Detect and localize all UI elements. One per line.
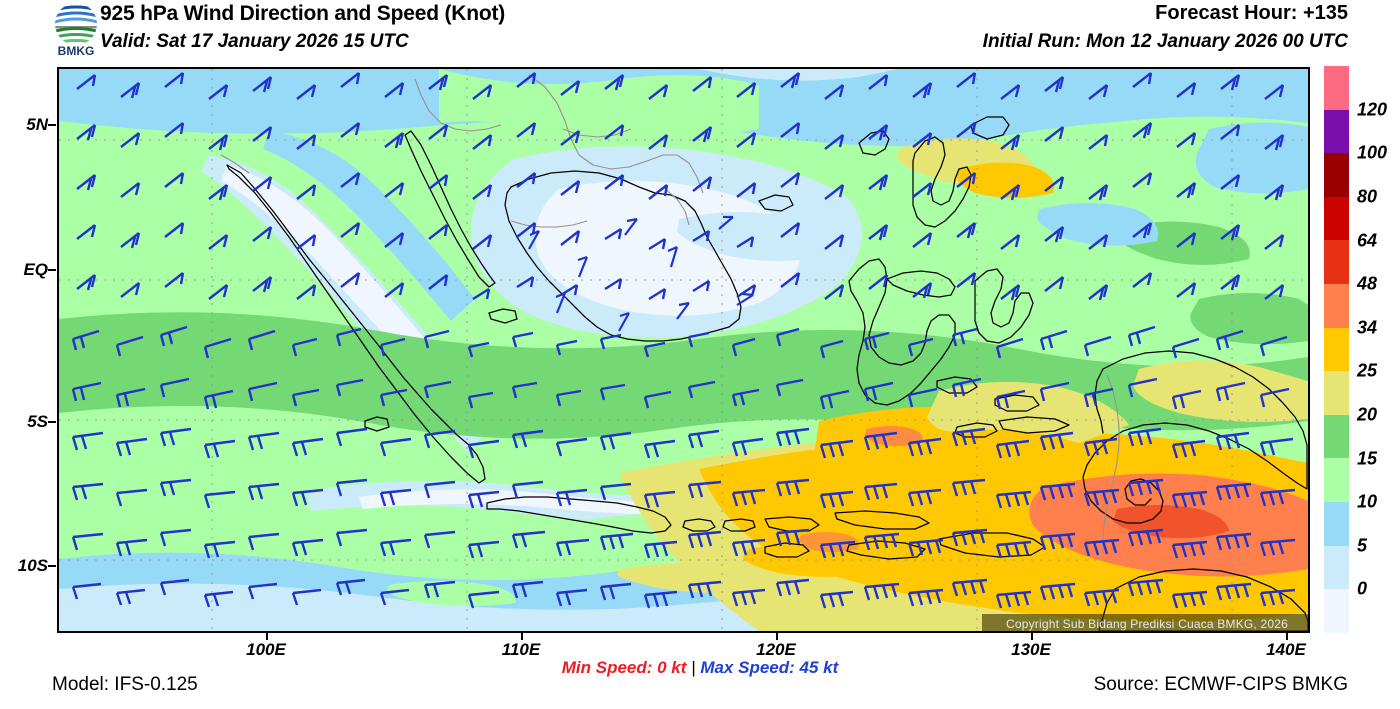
colorbar-segment-100-120 <box>1324 109 1349 154</box>
source-label: Source: ECMWF-CIPS BMKG <box>1093 674 1348 695</box>
colorbar-label-48: 48 <box>1357 273 1378 294</box>
colorbar-label-120: 120 <box>1357 99 1388 120</box>
colorbar-label-34: 34 <box>1357 317 1378 338</box>
valid-time-label: Valid: Sat 17 January 2026 15 UTC <box>100 31 409 52</box>
copyright-watermark: Copyright Sub Bidang Prediksi Cuaca BMKG… <box>982 614 1308 631</box>
min-max-separator: | <box>691 658 696 677</box>
colorbar-segment-10-15 <box>1324 458 1349 502</box>
colorbar-label-64: 64 <box>1357 230 1378 251</box>
y-axis-label-10s: 10S <box>17 556 48 575</box>
colorbar-label-10: 10 <box>1357 491 1378 512</box>
forecast-hour-label: Forecast Hour: +135 <box>1155 2 1348 24</box>
bmkg-logo-text: BMKG <box>58 44 95 58</box>
colorbar-segment-lt0 <box>1324 589 1349 633</box>
colorbar-label-20: 20 <box>1357 404 1378 425</box>
x-axis-label-140e: 140E <box>1266 640 1306 659</box>
colorbar-segment-48-64 <box>1324 240 1349 284</box>
x-axis-label-130e: 130E <box>1011 640 1051 659</box>
colorbar-segment-5-10 <box>1324 501 1349 546</box>
colorbar-label-0: 0 <box>1357 578 1368 599</box>
copyright-text: Copyright Sub Bidang Prediksi Cuaca BMKG… <box>1005 617 1288 631</box>
colorbar-label-25: 25 <box>1357 360 1378 381</box>
map-canvas <box>59 69 1308 631</box>
colorbar-segment-15-20 <box>1324 414 1349 459</box>
x-axis-label-100e: 100E <box>246 640 286 659</box>
colorbar-segment-0-5 <box>1324 545 1349 590</box>
colorbar-segment-64-80 <box>1324 196 1349 241</box>
x-axis-label-120e: 120E <box>756 640 796 659</box>
colorbar-label-100: 100 <box>1357 142 1388 163</box>
x-tick-140e <box>1286 633 1288 640</box>
colorbar-label-15: 15 <box>1357 448 1378 469</box>
map-gridlines <box>59 69 1308 631</box>
header: BMKG 925 hPa Wind Direction and Speed (K… <box>0 0 1400 62</box>
colorbar-segment-80-100 <box>1324 153 1349 197</box>
y-tick-eq <box>48 269 56 271</box>
colorbar-segment-20-25 <box>1324 371 1349 415</box>
initial-run-label: Initial Run: Mon 12 January 2026 00 UTC <box>982 31 1348 52</box>
y-tick-5n <box>48 124 56 126</box>
bmkg-logo: BMKG <box>48 2 104 58</box>
colorbar-label-80: 80 <box>1357 186 1378 207</box>
wind-barbs <box>71 72 1296 609</box>
x-tick-100e <box>266 633 268 640</box>
bmkg-logo-icon: BMKG <box>55 3 97 58</box>
colorbar-segment-34-48 <box>1324 283 1349 328</box>
colorbar-segment-gt120 <box>1324 66 1349 110</box>
y-axis-label-5n: 5N <box>26 115 48 134</box>
page-title: 925 hPa Wind Direction and Speed (Knot) <box>100 2 506 25</box>
y-tick-10s <box>48 565 56 567</box>
weather-map[interactable]: Copyright Sub Bidang Prediksi Cuaca BMKG… <box>57 67 1310 633</box>
speed-colorbar[interactable] <box>1324 66 1349 633</box>
colorbar-label-5: 5 <box>1357 535 1368 556</box>
colorbar-segment-25-34 <box>1324 327 1349 372</box>
x-tick-130e <box>1031 633 1033 640</box>
x-tick-120e <box>776 633 778 640</box>
x-tick-110e <box>521 633 523 640</box>
model-label: Model: IFS-0.125 <box>52 674 198 695</box>
min-speed-label: Min Speed: 0 kt <box>561 658 687 677</box>
y-axis-label-5s: 5S <box>27 412 48 431</box>
min-max-speed-row: Min Speed: 0 kt | Max Speed: 45 kt <box>0 658 1400 678</box>
y-tick-5s <box>48 421 56 423</box>
x-axis-label-110e: 110E <box>501 640 541 659</box>
y-axis-label-eq: EQ <box>23 260 48 279</box>
max-speed-label: Max Speed: 45 kt <box>700 658 839 677</box>
